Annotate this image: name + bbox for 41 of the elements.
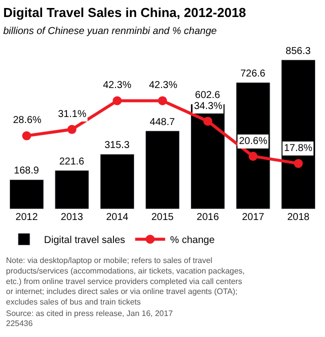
bar — [145, 130, 180, 209]
x-tick-label: 2014 — [106, 212, 129, 223]
point — [294, 158, 303, 168]
bar — [54, 170, 90, 209]
data-label: 20.6% — [239, 136, 268, 147]
data-label: 726.6 — [240, 68, 266, 80]
text: Note: via desktop/laptop or mobile; refers to sales of travel products/services (accommodations, air tickets, vacation packages, etc.) from online travel service providers completed via call centers or internet; includes direct sales or via online travel agents (OTA); excludes sales of bus and train tickets — [6, 256, 245, 307]
bar — [281, 60, 316, 209]
data-label: 42.3% — [149, 80, 178, 91]
bar — [100, 154, 134, 209]
data-label: 221.6 — [59, 156, 85, 168]
data-label: 31.1% — [58, 109, 86, 120]
data-label: 602.6 — [195, 90, 221, 102]
bar — [9, 179, 44, 209]
point — [248, 152, 258, 161]
data-label: 448.7 — [150, 116, 176, 128]
x-tick-label: 2012 — [16, 212, 38, 223]
x-tick-label: 2017 — [242, 212, 265, 223]
data-label: 856.3 — [286, 46, 312, 57]
bar — [236, 82, 270, 209]
point — [158, 96, 167, 106]
data-label: 168.9 — [14, 166, 40, 177]
data-label: 34.3% — [194, 101, 222, 112]
x-tick-label: 2018 — [287, 212, 310, 223]
x-tick-label: 2013 — [60, 212, 84, 223]
point — [112, 96, 122, 106]
point — [22, 131, 32, 140]
text: 225436 — [6, 319, 34, 328]
data-label: 315.3 — [104, 140, 130, 152]
point — [67, 124, 76, 134]
legend-label: Digital travel sales — [44, 235, 126, 246]
data-label: 28.6% — [13, 115, 42, 126]
chart-title: Digital Travel Sales in China, 2012-2018 — [3, 4, 246, 20]
chart-subtitle: billions of Chinese yuan renminbi and % change — [3, 26, 218, 37]
x-tick-label: 2015 — [151, 212, 174, 223]
point — [203, 116, 212, 126]
data-label: 42.3% — [103, 80, 132, 91]
legend-label: % change — [170, 235, 216, 246]
source-note: Source: as cited in press release, Jan 16, 2017 — [6, 309, 174, 318]
data-label: 17.8% — [284, 143, 312, 154]
x-tick-label: 2016 — [196, 212, 220, 223]
